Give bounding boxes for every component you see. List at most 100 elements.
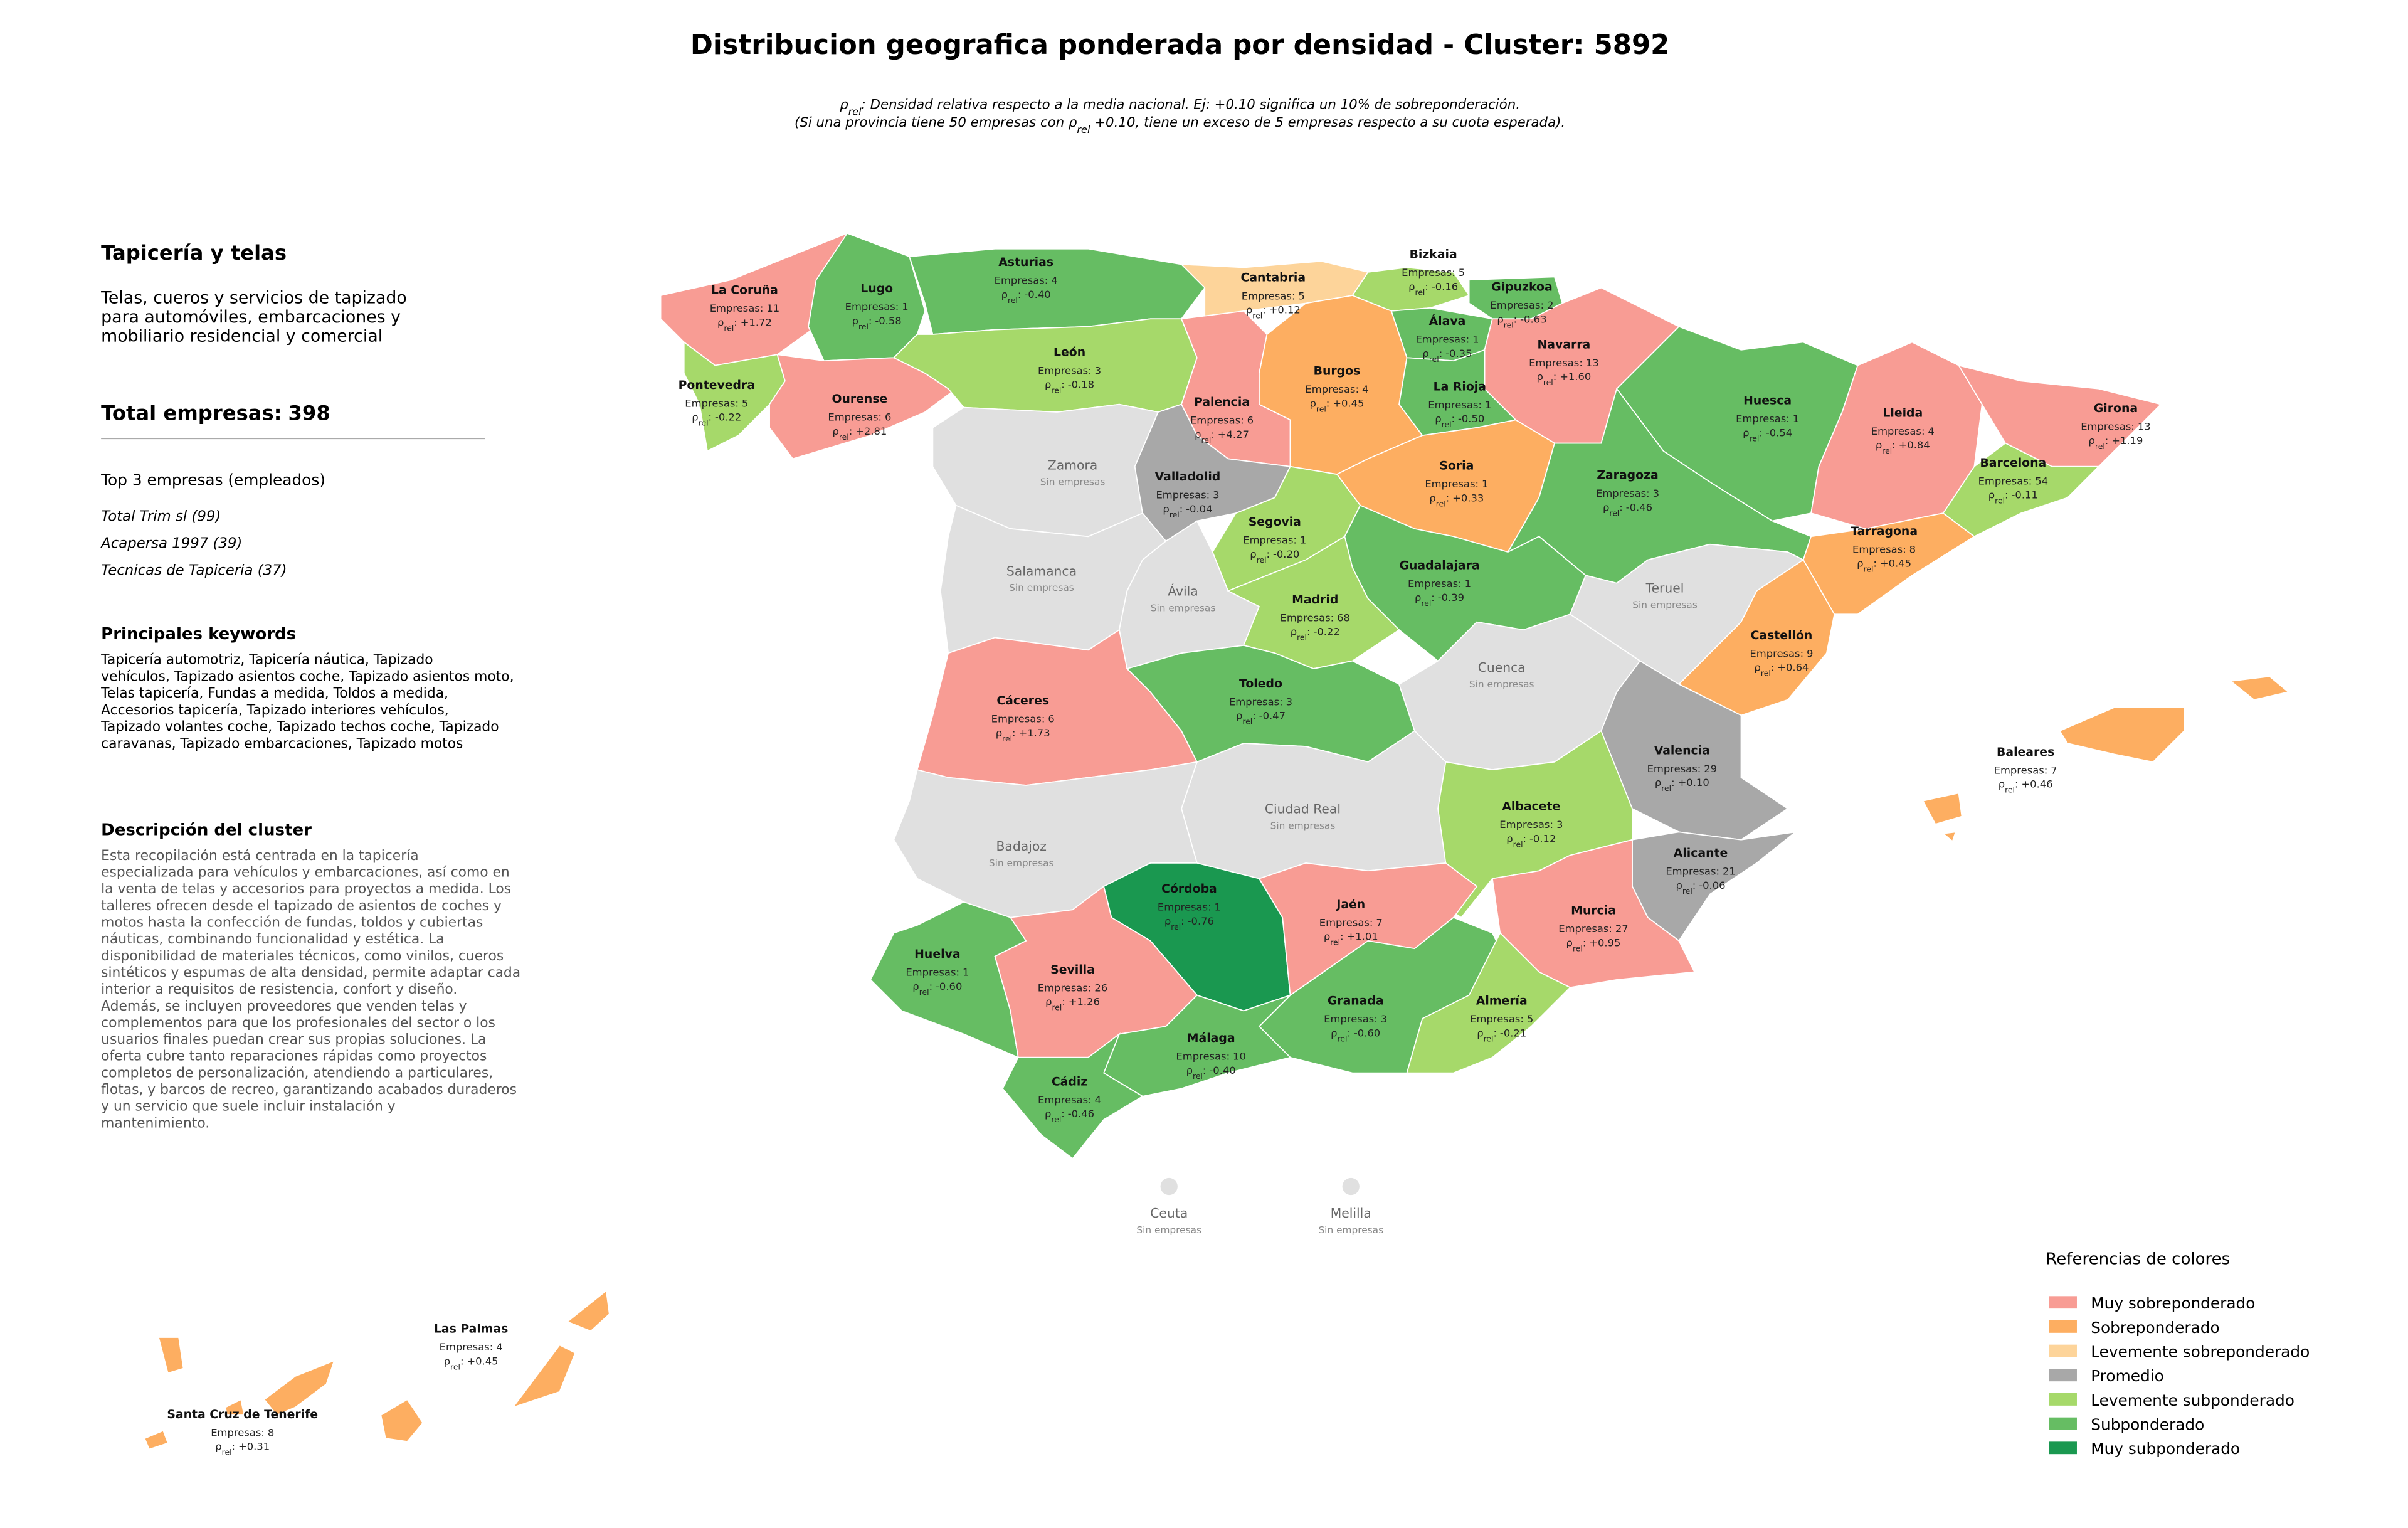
subtitle-part: +0.10, tiene un exceso de 5 empresas res… <box>1090 115 1565 130</box>
no-data-label: Sin empresas <box>1270 820 1336 831</box>
rho-label: : <box>2105 435 2109 447</box>
rho-label: : <box>1452 413 1455 425</box>
no-data-label: Sin empresas <box>1151 602 1216 613</box>
rho-label: : <box>1267 548 1270 560</box>
province-shape <box>157 1337 184 1374</box>
province-rho: ρrel: +2.81 <box>832 425 887 442</box>
rho-value: -0.06 <box>1699 879 1725 891</box>
count-label: Empresas: <box>1281 612 1334 623</box>
count-value: 6 <box>1048 713 1054 725</box>
rho-label: rel <box>1749 433 1759 443</box>
province-count: Empresas: 5 <box>1470 1013 1533 1025</box>
subtitle-part: : Densidad relativa respecto a la media … <box>862 97 1520 113</box>
province-rho: ρrel: -0.40 <box>1001 289 1051 305</box>
province-name: Pontevedra <box>679 379 755 392</box>
count-label: Empresas: <box>2081 421 2135 433</box>
rho-value: -0.22 <box>1313 626 1339 638</box>
count-value: 54 <box>2035 475 2048 487</box>
map-title: Distribucion geografica ponderada por de… <box>690 29 1670 61</box>
count-label: Empresas: <box>995 274 1048 286</box>
province-count: Empresas: 4 <box>1305 383 1368 395</box>
rho-value: -0.11 <box>2012 489 2038 501</box>
province-name: Valladolid <box>1155 470 1221 484</box>
province-count: Empresas: 8 <box>211 1426 274 1438</box>
top-company: Tecnicas de Tapiceria (37) <box>101 562 287 578</box>
legend-label: Muy sobreponderado <box>2091 1294 2255 1312</box>
rho-label: rel <box>1436 499 1446 508</box>
rho-label: rel <box>2095 441 2105 450</box>
rho-label: rel <box>450 1362 460 1371</box>
province-count: Empresas: 3 <box>1229 696 1292 708</box>
rho-value: -0.76 <box>1188 915 1214 927</box>
count-label: Empresas: <box>1038 364 1092 376</box>
province-count: Empresas: 1 <box>1408 578 1471 590</box>
rho-label: rel <box>1513 839 1523 849</box>
count-value: 1 <box>1215 901 1221 913</box>
legend-title: Referencias de colores <box>2046 1250 2230 1269</box>
province-name: Cuenca <box>1478 660 1526 675</box>
rho-value: +1.19 <box>2111 435 2143 447</box>
count-value: 4 <box>1095 1094 1101 1106</box>
keywords-line: Tapicería automotriz, Tapicería náutica,… <box>100 652 433 668</box>
province-name: Ciudad Real <box>1265 802 1341 817</box>
rho-label: rel <box>1882 446 1892 455</box>
rho-label: rel <box>1002 733 1012 743</box>
province-rho: ρrel: +0.45 <box>444 1355 499 1371</box>
count-label: Empresas: <box>1529 357 1583 369</box>
province-rho: ρrel: -0.50 <box>1435 413 1484 429</box>
rho-label: rel <box>1864 564 1874 573</box>
rho-value: -0.12 <box>1529 832 1556 844</box>
province-rho: ρrel: -0.60 <box>912 980 962 997</box>
rho-label: : <box>709 411 712 423</box>
rho-value: -0.39 <box>1438 592 1464 603</box>
keywords-line: Tapizado volantes coche, Tapizado techos… <box>100 719 499 735</box>
count-value: 4 <box>496 1341 502 1353</box>
province-name: Melilla <box>1331 1206 1371 1221</box>
province-shape <box>144 1430 169 1450</box>
province-shape <box>1941 831 1956 842</box>
legend-swatch <box>2049 1369 2077 1382</box>
province-name: Cáceres <box>996 694 1049 708</box>
count-label: Empresas: <box>1229 696 1283 708</box>
province-count: Empresas: 7 <box>1319 916 1383 928</box>
rho-label: rel <box>1171 921 1181 931</box>
total-label: Total empresas: <box>101 401 282 425</box>
province-rho: ρrel: -0.06 <box>1676 879 1726 895</box>
rho-label: ρ <box>1988 489 1995 501</box>
count-label: Empresas: <box>1499 819 1553 830</box>
rho-value: +0.31 <box>238 1441 270 1453</box>
description-heading: Descripción del cluster <box>101 820 312 839</box>
legend-swatch <box>2049 1393 2077 1406</box>
legend-swatch <box>2049 1344 2077 1357</box>
province-name: Huesca <box>1743 395 1792 408</box>
count-value: 3 <box>1653 487 1659 499</box>
top-heading: Top 3 empresas (empleados) <box>100 471 325 489</box>
count-value: 10 <box>1233 1051 1246 1063</box>
summary-line: para automóviles, embarcaciones y <box>101 307 401 327</box>
rho-value: -0.47 <box>1259 710 1286 722</box>
province-rho: ρrel: -0.47 <box>1236 710 1286 726</box>
count-label: Empresas: <box>1490 299 1544 311</box>
rho-label: ρ <box>1291 626 1297 638</box>
count-label: Empresas: <box>1750 647 1803 659</box>
province-name: Sevilla <box>1050 963 1095 977</box>
count-value: 3 <box>1381 1013 1387 1025</box>
rho-label: ρ <box>1755 662 1761 674</box>
rho-value: +0.46 <box>2021 778 2052 790</box>
count-label: Empresas: <box>1428 399 1482 411</box>
province-rho: ρrel: +4.27 <box>1195 428 1249 444</box>
province-rho: ρrel: -0.22 <box>1291 626 1340 642</box>
rho-value: +0.10 <box>1678 777 1709 788</box>
province-rho: ρrel: +0.31 <box>215 1441 270 1457</box>
subtitle-part: rel <box>848 105 862 117</box>
province-count: Empresas: 21 <box>1666 866 1735 878</box>
rho-label: rel <box>1543 378 1553 387</box>
subtitle-part: (Si una provincia tiene 50 empresas con … <box>795 115 1077 130</box>
count-label: Empresas: <box>1978 475 2032 487</box>
province-rho: ρrel: -0.21 <box>1477 1027 1526 1043</box>
subtitle-part: ρ <box>840 97 848 113</box>
rho-value: +1.26 <box>1069 996 1100 1008</box>
rho-label: : <box>1061 1108 1065 1120</box>
rho-label: ρ <box>1999 778 2005 790</box>
